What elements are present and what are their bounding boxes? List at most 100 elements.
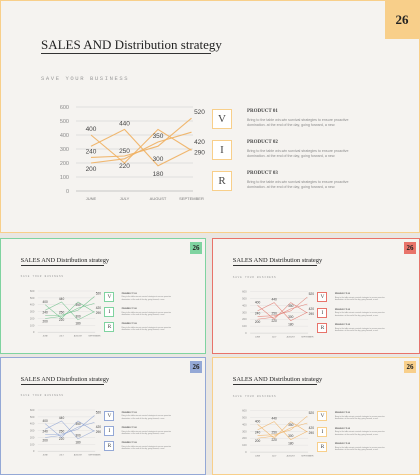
x-tick-label: JUNE — [43, 336, 49, 338]
data-label: 440 — [59, 416, 65, 420]
product-title: PRODUCT 01 — [121, 410, 137, 414]
y-tick-label: 600 — [30, 289, 35, 293]
series-line-3 — [257, 421, 308, 439]
product-letter-box: R — [104, 322, 115, 333]
series-line-2 — [90, 131, 192, 164]
data-label: 420 — [96, 306, 102, 310]
product-title: PRODUCT 02 — [334, 307, 351, 311]
data-label: 240 — [42, 430, 48, 434]
y-tick-label: 400 — [242, 303, 247, 307]
data-label: 220 — [119, 163, 130, 170]
product-description: Bring to the table win-win survival stra… — [247, 149, 349, 158]
y-tick-label: 300 — [30, 310, 35, 314]
x-tick-label: JUNE — [43, 455, 49, 457]
y-tick-label: 500 — [60, 119, 69, 125]
x-tick-label: AUGUST — [74, 335, 83, 338]
x-tick-label: SEPTEMBER — [88, 455, 101, 457]
product-title: PRODUCT 02 — [334, 426, 351, 430]
product-letter-box: I — [104, 426, 115, 436]
title-underline — [20, 383, 104, 384]
y-tick-label: 100 — [30, 323, 35, 327]
data-label: 180 — [75, 322, 81, 326]
x-tick-label: JULY — [272, 337, 277, 339]
page-number-badge: 26 — [404, 361, 416, 373]
product-description: Bring to the table win-win survival stra… — [121, 326, 172, 332]
slide-title: SALES AND Distribution strategy — [232, 256, 323, 264]
product-letter-box: I — [317, 307, 328, 318]
slide-thumbnail[interactable]: 26 SALES AND Distribution strategy SAVE YO… — [212, 238, 420, 354]
y-tick-label: 0 — [245, 450, 247, 454]
title-underline — [232, 264, 317, 266]
data-label: 520 — [309, 292, 315, 296]
data-label: 520 — [96, 292, 102, 296]
data-label: 220 — [59, 318, 65, 322]
data-label: 400 — [255, 300, 261, 304]
y-tick-label: 100 — [242, 443, 247, 447]
product-description: Bring to the table win-win survival stra… — [247, 180, 349, 189]
data-label: 180 — [153, 171, 164, 178]
slide-title: SALES AND Distribution strategy — [232, 375, 323, 383]
x-tick-label: JULY — [59, 336, 64, 338]
product-title: PRODUCT 02 — [121, 307, 137, 311]
product-title: PRODUCT 03 — [247, 171, 278, 176]
y-tick-label: 500 — [242, 415, 247, 419]
data-label: 520 — [194, 109, 205, 116]
data-label: 440 — [119, 120, 130, 127]
line-chart: 0 100 200 300 400 500 600 JUNE JULY AUGUST SEPTEMB… — [30, 408, 102, 457]
data-label: 420 — [309, 307, 315, 311]
y-tick-label: 0 — [33, 330, 35, 334]
product-description: Bring to the table win-win survival stra… — [121, 430, 172, 435]
product-title: PRODUCT 02 — [247, 140, 278, 145]
slide-thumbnail[interactable]: 26 SALES AND Distribution strategy SAVE YO… — [0, 357, 206, 475]
x-tick-label: AUGUST — [150, 196, 167, 201]
series-line-1 — [45, 296, 95, 316]
data-label: 420 — [309, 426, 315, 430]
data-label: 520 — [96, 411, 102, 415]
series-line-1 — [257, 415, 308, 436]
series-line-2 — [257, 422, 308, 439]
data-label: 180 — [288, 323, 294, 327]
data-label: 290 — [309, 312, 315, 316]
data-label: 250 — [59, 311, 65, 315]
y-tick-label: 500 — [30, 296, 35, 300]
data-label: 220 — [271, 319, 277, 323]
data-label: 240 — [255, 430, 261, 434]
y-tick-label: 400 — [60, 133, 69, 139]
y-tick-label: 600 — [60, 105, 69, 111]
data-label: 250 — [271, 311, 277, 315]
series-line-1 — [90, 117, 192, 158]
data-label: 240 — [255, 311, 261, 315]
product-title: PRODUCT 03 — [121, 322, 137, 326]
product-description: Bring to the table win-win survival stra… — [121, 296, 172, 301]
series-line-2 — [45, 422, 95, 438]
data-label: 290 — [96, 430, 102, 434]
slide-thumbnail[interactable]: 26 SALES AND Distribution strategy SAVE YO… — [212, 357, 420, 475]
product-description: Bring to the table win-win survival stra… — [334, 446, 385, 451]
product-description: Bring to the table win-win survival stra… — [334, 431, 385, 436]
slide-thumbnail[interactable]: 26 SALES AND Distribution strategy SAVE YO… — [0, 238, 206, 354]
y-tick-label: 200 — [30, 435, 35, 439]
y-tick-label: 400 — [30, 303, 35, 307]
series-line-1 — [45, 415, 95, 435]
y-tick-label: 200 — [30, 316, 35, 320]
slide-title: SALES AND Distribution strategy — [41, 37, 222, 52]
y-tick-label: 500 — [30, 415, 35, 419]
y-tick-label: 300 — [60, 147, 69, 153]
product-description: Bring to the table win-win survival stra… — [247, 118, 349, 127]
line-chart: 0 100 200 300 400 500 600 JUNE JULY AUGUST SEPTEMB… — [30, 289, 102, 338]
x-tick-label: JUNE — [86, 196, 97, 201]
data-label: 420 — [194, 139, 205, 146]
product-letter-box: I — [212, 140, 232, 160]
data-label: 300 — [288, 434, 294, 438]
x-tick-label: JULY — [272, 456, 277, 458]
product-letter-box: V — [104, 410, 115, 421]
data-label: 250 — [59, 430, 65, 434]
product-description: Bring to the table win-win survival stra… — [121, 415, 172, 420]
data-label: 220 — [271, 438, 277, 442]
product-title: PRODUCT 01 — [121, 291, 137, 295]
data-label: 420 — [96, 425, 102, 429]
line-chart: 0 100 200 300 400 500 600 JUNE JULY AUGUST SEPTEMB… — [242, 408, 315, 458]
series-line-4 — [45, 420, 95, 440]
product-title: PRODUCT 01 — [334, 292, 351, 296]
product-letter-box: V — [212, 109, 232, 129]
